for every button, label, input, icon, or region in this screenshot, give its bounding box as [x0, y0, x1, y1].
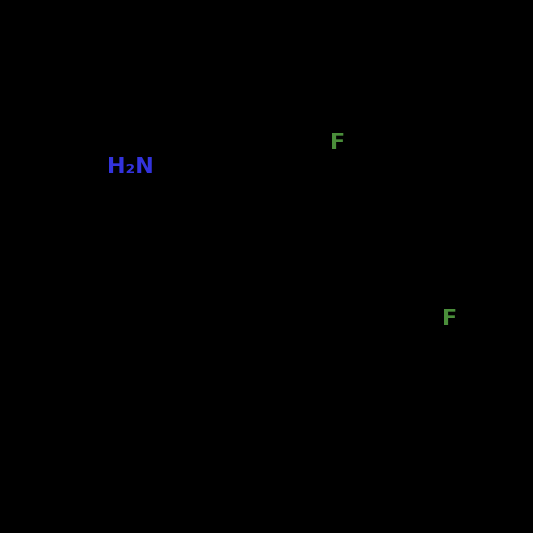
Text: H₂N: H₂N [107, 157, 154, 176]
Text: F: F [442, 309, 457, 329]
Text: F: F [330, 133, 345, 153]
